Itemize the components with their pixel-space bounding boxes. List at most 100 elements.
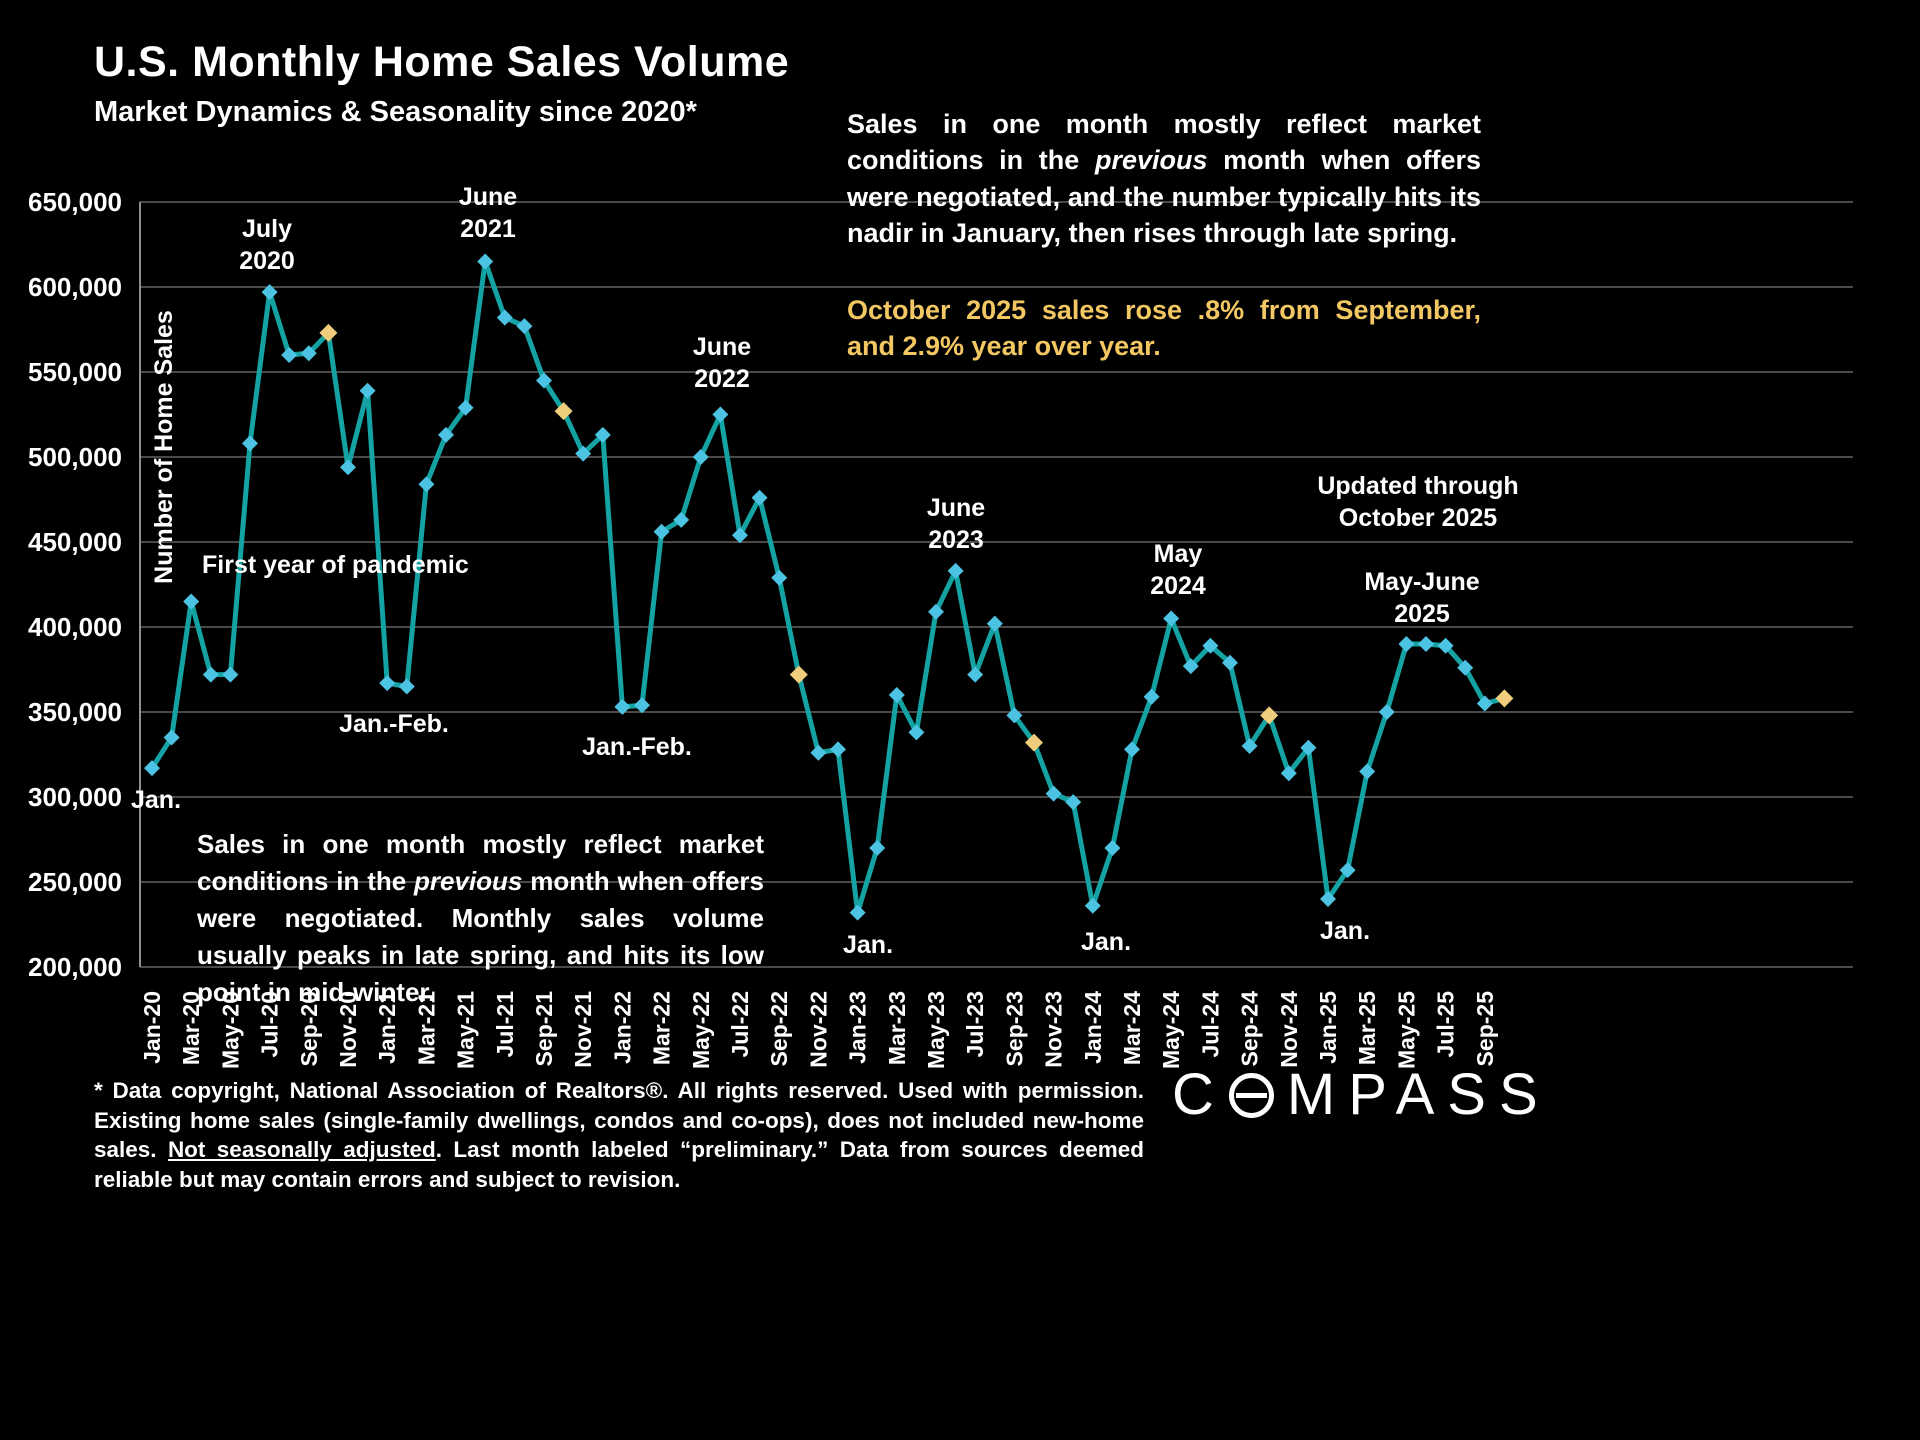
compass-logo-o-icon <box>1228 1072 1274 1118</box>
data-point-marker <box>1006 707 1023 724</box>
data-point-marker <box>1104 840 1121 856</box>
explainer-paragraph-top: Sales in one month mostly reflect market… <box>847 106 1481 252</box>
data-point-marker-october <box>554 402 573 421</box>
data-point-marker <box>496 309 513 326</box>
data-point-marker <box>986 615 1003 632</box>
data-point-marker <box>614 698 631 715</box>
x-axis-tick-label: Sep-22 <box>766 991 792 1066</box>
y-axis-tick-label: 400,000 <box>28 612 122 642</box>
data-point-marker <box>516 318 533 335</box>
explainer-top-part2: month when offers were negotiated, and t… <box>847 145 1481 249</box>
annotation-june-2022: June 2022 <box>692 333 752 393</box>
footnote-part2: . Last month labeled “preliminary.” Data… <box>94 1137 1145 1193</box>
x-axis-tick-label: Nov-23 <box>1041 991 1067 1068</box>
data-point-marker <box>379 675 396 692</box>
data-point-marker <box>967 666 984 683</box>
y-axis-tick-label: 200,000 <box>28 952 122 982</box>
data-point-marker <box>928 603 944 620</box>
data-point-marker <box>692 449 709 465</box>
data-point-marker-october <box>319 323 338 342</box>
data-point-marker <box>1339 862 1356 879</box>
x-axis-tick-label: Nov-24 <box>1276 991 1302 1068</box>
data-point-marker <box>359 382 376 399</box>
sales-line <box>149 259 1507 916</box>
data-point-marker <box>1300 739 1317 756</box>
x-axis-tick-label: Sep-25 <box>1472 991 1498 1067</box>
data-point-marker <box>1124 741 1140 758</box>
data-point-marker <box>242 435 258 452</box>
data-point-marker <box>1359 763 1376 780</box>
x-axis-tick-label: Jan-20 <box>139 991 165 1064</box>
x-axis-tick-label: Jul-20 <box>257 991 283 1057</box>
data-point-marker <box>438 426 454 443</box>
data-point-marker <box>712 406 729 423</box>
page-subtitle: Market Dynamics & Seasonality since 2020… <box>94 96 697 128</box>
y-axis-tick-label: 350,000 <box>28 697 122 727</box>
data-source-footnote: * Data copyright, National Association o… <box>94 1076 1144 1195</box>
logo-letters-mpass: MPASS <box>1286 1062 1551 1127</box>
data-point-marker <box>163 729 180 746</box>
data-point-marker <box>261 284 278 301</box>
y-axis-tick-label: 450,000 <box>28 527 122 557</box>
annotation-first-year-pandemic: First year of pandemic <box>202 551 469 579</box>
x-axis-tick-label: Jan-22 <box>609 991 635 1064</box>
x-axis-tick-label: Mar-21 <box>413 991 439 1065</box>
annotation-may-june-2025: May-June 2025 <box>1364 568 1480 628</box>
x-axis-tick-label: May-24 <box>1158 991 1184 1069</box>
x-axis-tick-label: May-20 <box>217 991 243 1069</box>
data-point-marker <box>1222 654 1238 671</box>
data-point-marker <box>830 741 846 758</box>
data-point-marker <box>751 489 768 506</box>
y-axis-tick-label: 650,000 <box>28 187 122 217</box>
data-point-marker <box>653 523 670 540</box>
data-point-marker <box>673 511 690 528</box>
annotation-july-2020: July 2020 <box>239 215 295 275</box>
annotation-june-2021: June 2021 <box>458 183 518 243</box>
x-axis-tick-label: Jan-25 <box>1315 991 1341 1064</box>
data-point-marker <box>1065 794 1082 811</box>
x-axis-tick-label: May-23 <box>923 991 949 1069</box>
x-axis-tick-label: Nov-22 <box>805 991 831 1068</box>
data-point-marker <box>144 760 160 777</box>
logo-letter-c: C <box>1172 1062 1227 1127</box>
x-axis-tick-label: Sep-23 <box>1001 991 1027 1066</box>
x-axis-tick-label: Sep-21 <box>531 991 557 1067</box>
y-axis-tick-label: 550,000 <box>28 357 122 387</box>
data-point-marker <box>1084 897 1101 914</box>
x-axis-tick-label: Nov-21 <box>570 991 596 1068</box>
data-point-marker <box>222 666 239 683</box>
data-point-marker <box>477 253 494 270</box>
x-axis-tick-label: Sep-20 <box>296 991 322 1066</box>
x-axis-tick-label: May-22 <box>688 991 714 1069</box>
x-axis-tick-label: Jul-23 <box>962 991 988 1057</box>
x-axis-tick-label: Jan-21 <box>374 991 400 1064</box>
data-point-marker <box>1398 636 1415 652</box>
explainer-paragraph-bottom: Sales in one month mostly reflect market… <box>197 826 764 1011</box>
explainer-bottom-italic: previous <box>414 865 523 896</box>
x-axis-tick-label: Mar-22 <box>649 991 675 1065</box>
data-point-marker <box>1182 658 1199 675</box>
explainer-bottom-part2: month when offers were negotiated. Month… <box>197 865 764 1007</box>
explainer-top-part1: Sales in one month mostly reflect market… <box>847 109 1481 176</box>
annotation-jan-2024: Jan. <box>1081 928 1132 956</box>
data-point-marker <box>1045 785 1062 802</box>
data-point-marker <box>634 697 650 714</box>
x-axis-tick-label: Mar-24 <box>1119 991 1145 1065</box>
footnote-part1: * Data copyright, National Association o… <box>94 1078 1144 1163</box>
annotation-updated-through: Updated through October 2025 <box>1317 472 1519 532</box>
x-axis-tick-label: Mar-23 <box>884 991 910 1065</box>
data-point-marker <box>1280 765 1297 782</box>
data-point-marker <box>732 527 748 544</box>
annotation-jan-2023: Jan. <box>843 931 894 959</box>
x-axis-tick-label: Jan-24 <box>1080 991 1106 1064</box>
y-axis-title: Number of Home Sales <box>150 310 178 584</box>
annotation-jan-feb-2022: Jan.-Feb. <box>582 733 692 761</box>
x-axis-tick-label: Jul-25 <box>1433 991 1459 1058</box>
data-point-marker <box>594 426 611 443</box>
data-point-marker <box>457 399 474 416</box>
data-point-marker <box>183 593 200 610</box>
x-axis-tick-label: Sep-24 <box>1237 991 1263 1067</box>
data-point-marker <box>869 840 886 856</box>
annotation-jan-feb-2021: Jan.-Feb. <box>339 710 449 738</box>
